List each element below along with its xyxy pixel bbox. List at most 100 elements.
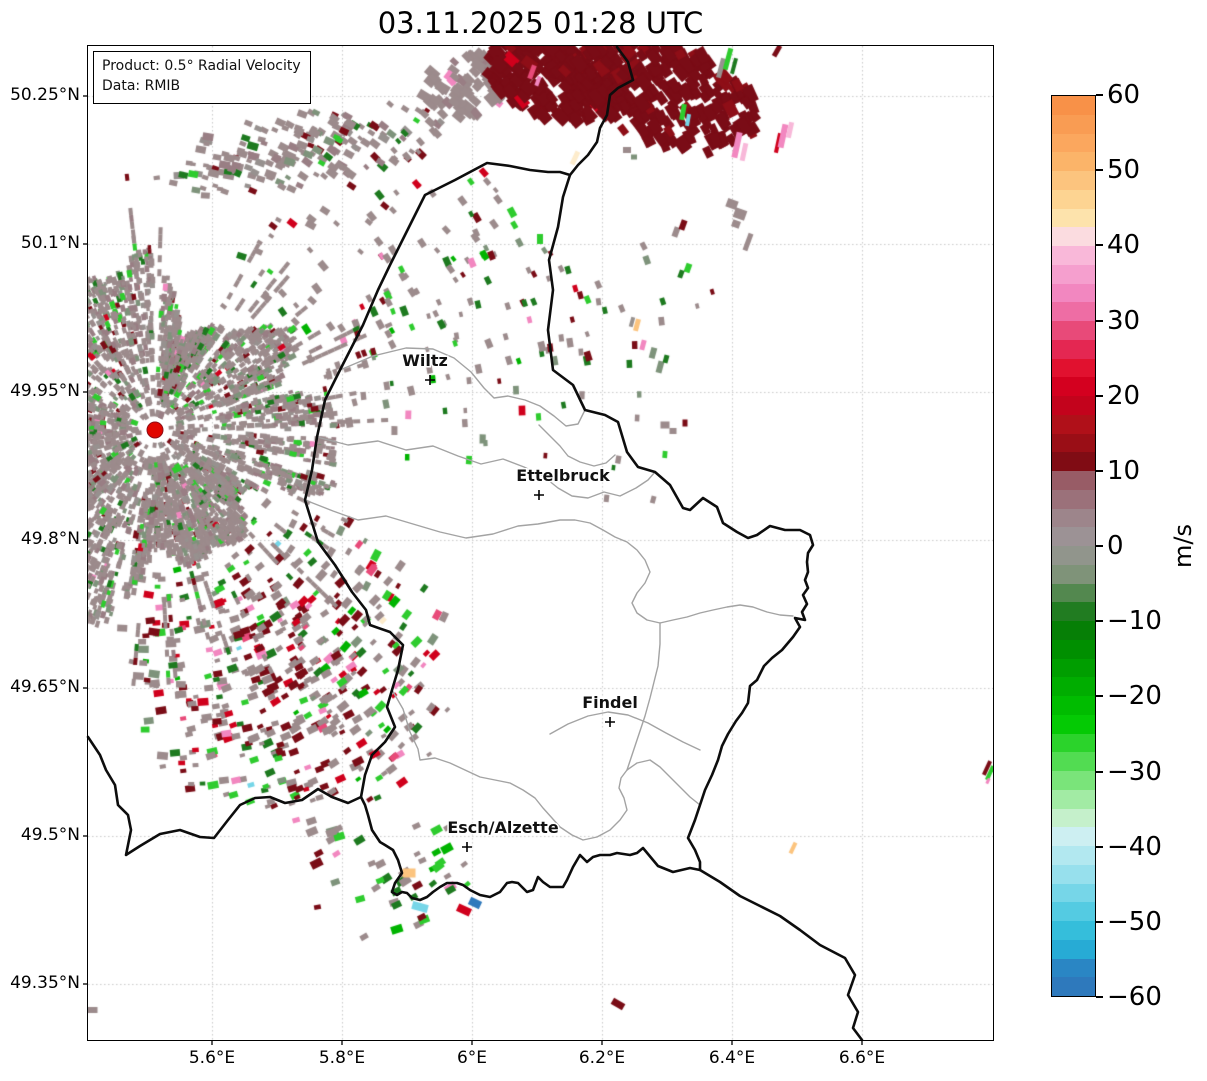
annotation-box: Product: 0.5° Radial Velocity Data: RMIB: [93, 51, 311, 104]
colorbar-band: [1052, 527, 1095, 546]
colorbar-band: [1052, 846, 1095, 865]
colorbar-band: [1052, 602, 1095, 621]
colorbar-tick-label: 0: [1107, 531, 1124, 561]
colorbar-band: [1052, 264, 1095, 284]
colorbar-band: [1052, 977, 1095, 996]
radar-echo-canvas: [88, 46, 993, 1040]
colorbar-tick-label: −40: [1107, 831, 1162, 862]
colorbar-band: [1052, 958, 1095, 978]
y-axis-tick-label: 49.65°N: [10, 677, 80, 697]
colorbar-tick-mark: [1096, 920, 1103, 923]
colorbar-band: [1052, 339, 1095, 359]
colorbar-tick-mark: [1096, 770, 1103, 773]
x-axis-tick-label: 6°E: [456, 1048, 488, 1068]
colorbar-band: [1052, 583, 1095, 603]
colorbar-tick-label: 30: [1107, 305, 1141, 336]
colorbar-tick-mark: [1096, 545, 1103, 547]
y-axis-tick-label: 50.25°N: [10, 85, 80, 105]
city-label: Esch/Alzette: [447, 818, 559, 837]
colorbar-tick-label: −20: [1107, 681, 1162, 712]
product-label: Product: 0.5° Radial Velocity: [102, 58, 301, 74]
colorbar-band: [1052, 564, 1095, 584]
x-axis-tick-label: 6.6°E: [838, 1048, 886, 1068]
colorbar-tick-mark: [1096, 94, 1103, 96]
colorbar-band: [1052, 208, 1095, 228]
colorbar-band: [1052, 433, 1095, 453]
colorbar-band: [1052, 246, 1095, 265]
colorbar-tick-mark: [1096, 845, 1103, 848]
colorbar-band: [1052, 827, 1095, 846]
y-axis-tick-label: 49.8°N: [20, 529, 80, 549]
colorbar-band: [1052, 939, 1095, 959]
radar-site-dot: [146, 421, 164, 439]
colorbar-band: [1052, 696, 1095, 715]
city-marker: [534, 490, 544, 500]
colorbar-band: [1052, 639, 1095, 659]
colorbar-band: [1052, 96, 1095, 115]
city-label: Wiltz: [402, 351, 448, 370]
city-marker: [425, 375, 435, 385]
district-border: [304, 499, 794, 624]
colorbar-tick-label: −10: [1107, 606, 1162, 637]
city-label: Ettelbruck: [516, 466, 610, 485]
city-marker: [462, 842, 472, 852]
colorbar-tick-label: −50: [1107, 906, 1162, 937]
colorbar-band: [1052, 377, 1095, 396]
map-plot: Wiltz Ettelbruck Findel Esch/Alzette Produc…: [83, 45, 994, 1045]
x-axis-tick-label: 6.2°E: [578, 1048, 626, 1068]
colorbar-band: [1052, 808, 1095, 828]
colorbar-band: [1052, 883, 1095, 903]
colorbar-band: [1052, 546, 1095, 565]
colorbar-band: [1052, 771, 1095, 790]
colorbar-band: [1052, 227, 1095, 246]
plot-title: 03.11.2025 01:28 UTC: [377, 6, 704, 40]
colorbar: [1051, 95, 1096, 997]
colorbar-tick-label: 20: [1107, 380, 1141, 411]
country-border: [86, 735, 363, 857]
y-axis-tick-label: 50.1°N: [20, 233, 80, 253]
colorbar-gradient: [1052, 96, 1095, 996]
colorbar-band: [1052, 189, 1095, 209]
colorbar-band: [1052, 714, 1095, 734]
colorbar-band: [1052, 133, 1095, 153]
colorbar-band: [1052, 508, 1095, 528]
map-borders-overlay: Wiltz Ettelbruck Findel Esch/Alzette: [83, 45, 864, 1045]
colorbar-tick-mark: [1096, 244, 1103, 247]
colorbar-tick-mark: [1096, 695, 1103, 698]
colorbar-band: [1052, 396, 1095, 415]
country-border: [698, 868, 864, 1042]
colorbar-band: [1052, 789, 1095, 809]
colorbar-band: [1052, 171, 1095, 190]
colorbar-band: [1052, 621, 1095, 640]
city-label: Findel: [582, 693, 638, 712]
y-axis-tick-label: 49.95°N: [10, 381, 80, 401]
colorbar-tick-mark: [1096, 469, 1103, 472]
colorbar-tick-label: 10: [1107, 455, 1141, 486]
colorbar-band: [1052, 114, 1095, 134]
colorbar-band: [1052, 452, 1095, 471]
colorbar-band: [1052, 414, 1095, 434]
colorbar-tick-label: 60: [1107, 80, 1141, 110]
y-axis-tick-label: 49.35°N: [10, 973, 80, 993]
colorbar-tick-label: −60: [1107, 982, 1162, 1012]
colorbar-band: [1052, 152, 1095, 171]
colorbar-band: [1052, 902, 1095, 921]
x-axis-tick-label: 5.8°E: [318, 1048, 366, 1068]
colorbar-tick-mark: [1096, 620, 1103, 623]
district-border: [549, 711, 701, 751]
country-border: [568, 45, 635, 177]
colorbar-tick-mark: [1096, 394, 1103, 397]
colorbar-band: [1052, 321, 1095, 340]
colorbar-tick-label: 40: [1107, 230, 1141, 261]
district-border: [626, 622, 661, 771]
city-marker: [605, 717, 615, 727]
colorbar-band: [1052, 733, 1095, 753]
colorbar-band: [1052, 864, 1095, 884]
colorbar-band: [1052, 471, 1095, 490]
colorbar-band: [1052, 677, 1095, 696]
country-border: [303, 161, 815, 902]
colorbar-unit-label: m/s: [1169, 524, 1197, 568]
colorbar-tick-label: −30: [1107, 756, 1162, 787]
district-border: [538, 424, 616, 467]
